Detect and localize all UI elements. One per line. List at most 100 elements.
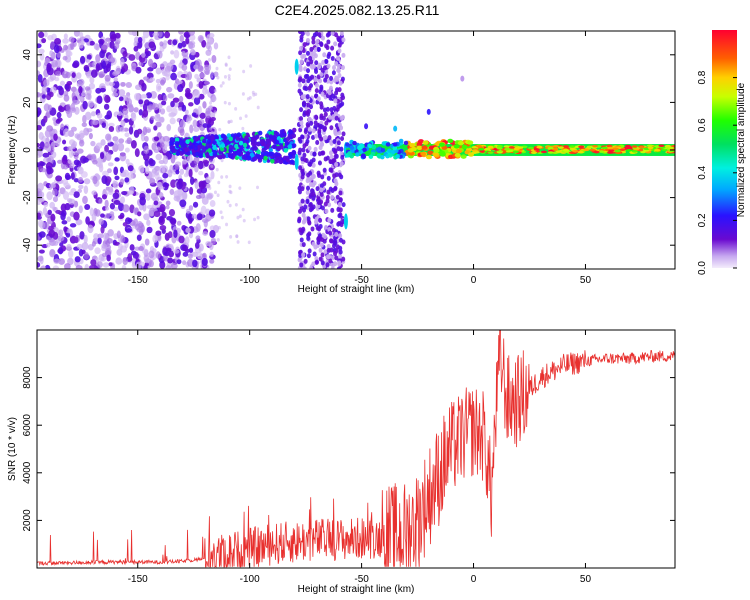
spectrogram-cell: [114, 175, 120, 181]
spectrogram-cell: [557, 146, 564, 149]
spectrogram-cell: [336, 266, 341, 269]
spectrogram-cell: [130, 250, 137, 256]
spectrogram-cell: [631, 150, 638, 153]
spectrogram-cell: [168, 208, 176, 217]
spectrogram-cell: [76, 166, 83, 171]
spectrogram-cell: [58, 258, 65, 265]
spectrogram-cell: [122, 204, 130, 213]
spectrogram-cell: [333, 130, 338, 136]
spectrogram-cell: [299, 262, 304, 268]
spectrogram-cell: [125, 228, 133, 233]
spectrogram-cell: [142, 126, 148, 136]
spectrogram-cell: [210, 170, 215, 180]
spectrogram-cell: [310, 188, 315, 194]
spectrogram-cell: [314, 93, 319, 99]
spectrogram-cell: [179, 199, 187, 208]
spectrogram-cell: [120, 235, 126, 243]
spectrogram-cell: [202, 87, 208, 95]
spectrogram-cell: [210, 74, 214, 79]
spectrogram-cell: [320, 141, 325, 147]
spectrogram-cell: [101, 194, 108, 200]
spectrogram-cell: [229, 235, 233, 239]
spectrogram-cell: [318, 256, 323, 262]
spectrogram-cell: [612, 147, 619, 151]
spectrogram-cell: [121, 190, 128, 196]
spectrogram-cell: [301, 242, 306, 248]
spectrogram-cell: [306, 216, 311, 222]
spectrogram-cell: [487, 145, 494, 149]
spectrogram-cell: [206, 139, 212, 144]
spectrogram-cell: [92, 159, 98, 165]
spectrogram-cell: [186, 114, 192, 119]
snr-frame: [36, 329, 676, 569]
spectrogram-cell: [169, 117, 176, 125]
spectrogram-cell: [188, 81, 193, 89]
spectrogram-cell: [164, 31, 171, 39]
spectrogram-cell: [93, 43, 99, 50]
spectrogram-cell: [198, 72, 206, 79]
snr-ticks: -150 -100 -50 0 50 2000 4000 6000 8000: [22, 330, 675, 585]
spectrogram-cell: [314, 82, 319, 88]
spectrogram-cell: [496, 144, 503, 148]
spectrogram-xtick-label: -150: [128, 275, 148, 286]
spectrogram-cell: [173, 229, 178, 238]
spectrogram-cell: [52, 265, 60, 269]
spectrogram-cell: [148, 260, 154, 268]
spectrogram-cell: [162, 145, 168, 154]
spectrogram-cell: [238, 186, 242, 190]
spectrogram-cell: [174, 141, 180, 146]
spectrogram-cell: [198, 170, 204, 176]
spectrogram-cell: [159, 203, 166, 213]
spectrogram-cell: [512, 150, 519, 154]
spectrogram-cell: [37, 107, 42, 116]
spectrogram-cell: [297, 82, 302, 88]
spectrogram-cell: [182, 251, 189, 257]
spectrogram-cell: [308, 207, 313, 213]
spectrogram-cell: [96, 261, 103, 269]
spectrogram-cell: [52, 240, 59, 246]
spectrogram-cell: [66, 216, 71, 223]
spectrogram-cell: [148, 41, 156, 49]
spectrogram-cell: [124, 147, 130, 153]
spectrogram-cell: [127, 165, 134, 172]
spectrogram-ticks: -150 -100 -50 0 50 -40 -20 0 20 40: [22, 31, 675, 286]
spectrogram-cell: [298, 208, 303, 214]
spectrogram-cell: [340, 65, 345, 71]
spectrogram-cell: [619, 148, 626, 151]
spectrogram-cell: [144, 258, 151, 264]
spectrogram-cell: [210, 71, 214, 76]
spectrogram-cell: [328, 186, 333, 192]
spectrogram-cell: [64, 263, 71, 269]
spectrogram-cell: [41, 265, 46, 269]
spectrogram-cell: [658, 144, 665, 148]
spectrogram-cell: [62, 191, 70, 200]
spectrogram-cell: [303, 133, 308, 139]
spectrogram-cell: [253, 217, 257, 222]
spectrogram-cell: [104, 144, 109, 153]
colorbar-tick-label: 0.8: [697, 70, 708, 84]
spectrogram-cell: [178, 31, 184, 35]
spectrogram-cell: [136, 128, 143, 135]
spectrogram-cell: [306, 185, 311, 191]
spectrogram-cell: [275, 139, 280, 145]
spectrogram-cell: [93, 233, 100, 240]
spectrogram-cell: [63, 164, 69, 170]
spectrogram-cell: [71, 91, 76, 101]
spectrogram-cell: [247, 155, 252, 161]
spectrogram-cell: [312, 51, 317, 57]
spectrogram-cell: [118, 138, 125, 144]
spectrogram-cell: [329, 154, 334, 160]
spectrogram-cell: [226, 199, 230, 204]
spectrogram-cell: [181, 50, 186, 57]
spectrogram-cell: [174, 137, 180, 143]
spectrogram-cell: [174, 164, 180, 170]
spectrogram-cell: [210, 164, 214, 168]
spectrogram-cell: [332, 65, 337, 71]
spectrogram-cell: [236, 132, 242, 138]
spectrogram-cell: [337, 202, 342, 208]
spectrogram-cell: [319, 187, 324, 193]
spectrogram-cell: [133, 45, 139, 52]
spectrogram-cell: [234, 202, 238, 207]
spectrogram-cell: [39, 197, 45, 203]
spectrogram-cell: [49, 249, 56, 256]
